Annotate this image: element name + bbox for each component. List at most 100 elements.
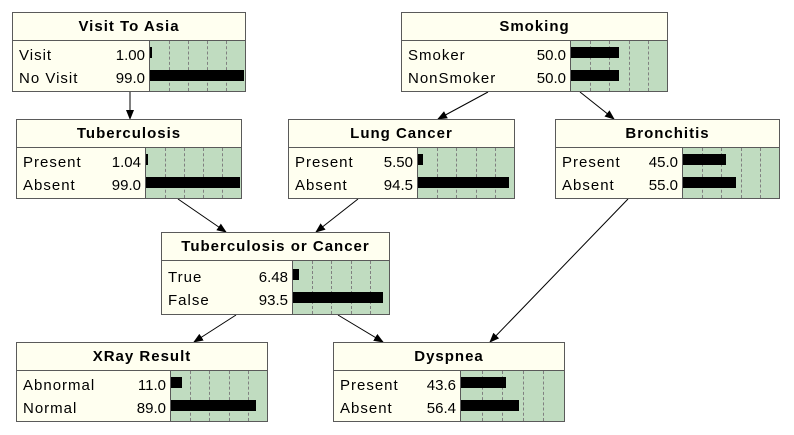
state-label: Absent xyxy=(562,177,615,194)
bar-gridline xyxy=(590,41,591,91)
bar-gridline xyxy=(495,148,496,198)
bar-gridline xyxy=(523,371,524,421)
probability-bar xyxy=(293,292,383,303)
state-value: 1.00 xyxy=(115,47,145,64)
state-row-absent[interactable]: Absent 56.4 xyxy=(334,397,564,420)
bar-gridline xyxy=(370,261,371,314)
probability-bar-area xyxy=(570,41,667,91)
state-value: 5.50 xyxy=(383,154,413,171)
probability-bar xyxy=(293,269,299,280)
node-smoking[interactable]: Smoking Smoker 50.0 NonSmoker 50.0 xyxy=(401,12,668,92)
node-title: Bronchitis xyxy=(556,120,779,148)
edge-tb-or-cancer-to-dyspnea xyxy=(337,314,384,343)
bar-gridline xyxy=(456,148,457,198)
state-row-present[interactable]: Present 43.6 xyxy=(334,374,564,397)
probability-bar xyxy=(171,400,256,411)
probability-bar xyxy=(171,377,182,388)
state-label: True xyxy=(168,269,203,286)
node-title: Visit To Asia xyxy=(13,13,245,41)
state-value: 55.0 xyxy=(648,177,678,194)
bar-gridline xyxy=(165,148,166,198)
probability-bar-area xyxy=(682,148,779,198)
bar-gridline xyxy=(207,41,208,91)
state-label: No Visit xyxy=(19,70,79,87)
state-row-present[interactable]: Present 45.0 xyxy=(556,151,779,174)
node-title: Tuberculosis or Cancer xyxy=(162,233,389,261)
bar-gridline xyxy=(203,148,204,198)
probability-bar xyxy=(418,177,509,188)
state-label: Present xyxy=(23,154,82,171)
state-row-visit[interactable]: Visit 1.00 xyxy=(13,44,245,67)
state-row-present[interactable]: Present 1.04 xyxy=(17,151,241,174)
node-title: Tuberculosis xyxy=(17,120,241,148)
probability-bar xyxy=(683,177,736,188)
node-visit-to-asia[interactable]: Visit To Asia Visit 1.00 No Visit 99.0 xyxy=(12,12,246,92)
state-value: 45.0 xyxy=(648,154,678,171)
bar-gridline xyxy=(629,41,630,91)
state-row-true[interactable]: True 6.48 xyxy=(162,266,389,289)
state-label: Present xyxy=(295,154,354,171)
node-tuberculosis[interactable]: Tuberculosis Present 1.04 Absent 99.0 xyxy=(16,119,242,199)
state-value: 93.5 xyxy=(258,292,288,309)
probability-bar-area xyxy=(149,41,245,91)
state-value: 50.0 xyxy=(536,70,566,87)
state-row-absent[interactable]: Absent 99.0 xyxy=(17,174,241,197)
state-value: 50.0 xyxy=(536,47,566,64)
state-row-absent[interactable]: Absent 94.5 xyxy=(289,174,514,197)
edge-bronchitis-to-dyspnea xyxy=(489,198,629,343)
state-row-abnormal[interactable]: Abnormal 11.0 xyxy=(17,374,267,397)
bar-gridline xyxy=(190,371,191,421)
state-row-normal[interactable]: Normal 89.0 xyxy=(17,397,267,420)
state-value: 99.0 xyxy=(111,177,141,194)
state-label: Visit xyxy=(19,47,53,64)
node-bronchitis[interactable]: Bronchitis Present 45.0 Absent 55.0 xyxy=(555,119,780,199)
state-label: Abnormal xyxy=(23,377,96,394)
state-value: 56.4 xyxy=(426,400,456,417)
node-dyspnea[interactable]: Dyspnea Present 43.6 Absent 56.4 xyxy=(333,342,565,422)
state-value: 94.5 xyxy=(383,177,413,194)
bar-gridline xyxy=(229,371,230,421)
node-tuberculosis-or-cancer[interactable]: Tuberculosis or Cancer True 6.48 False 9… xyxy=(161,232,390,315)
bar-gridline xyxy=(169,41,170,91)
bar-gridline xyxy=(476,148,477,198)
state-row-present[interactable]: Present 5.50 xyxy=(289,151,514,174)
probability-bar-area xyxy=(145,148,241,198)
state-row-no-visit[interactable]: No Visit 99.0 xyxy=(13,67,245,90)
state-value: 6.48 xyxy=(258,269,288,286)
state-label: Normal xyxy=(23,400,78,417)
probability-bar xyxy=(571,47,619,58)
node-title: Dyspnea xyxy=(334,343,564,371)
bar-gridline xyxy=(331,261,332,314)
edge-smoking-to-lung-cancer xyxy=(437,91,489,120)
state-label: Present xyxy=(562,154,621,171)
bar-gridline xyxy=(609,41,610,91)
bar-gridline xyxy=(248,371,249,421)
bar-gridline xyxy=(543,371,544,421)
probability-bar xyxy=(683,154,726,165)
node-lung-cancer[interactable]: Lung Cancer Present 5.50 Absent 94.5 xyxy=(288,119,515,199)
state-row-false[interactable]: False 93.5 xyxy=(162,289,389,312)
bar-gridline xyxy=(222,148,223,198)
state-label: False xyxy=(168,292,210,309)
node-xray-result[interactable]: XRay Result Abnormal 11.0 Normal 89.0 xyxy=(16,342,268,422)
bar-gridline xyxy=(482,371,483,421)
edge-smoking-to-bronchitis xyxy=(579,91,615,120)
probability-bar-area xyxy=(417,148,514,198)
probability-bar-area xyxy=(170,371,267,421)
probability-bar xyxy=(571,70,619,81)
probability-bar xyxy=(146,154,148,165)
probability-bar xyxy=(146,177,240,188)
edge-tuberculosis-to-tb-or-cancer xyxy=(177,198,227,233)
state-row-absent[interactable]: Absent 55.0 xyxy=(556,174,779,197)
state-label: Absent xyxy=(23,177,76,194)
state-value: 11.0 xyxy=(137,377,166,394)
bar-gridline xyxy=(760,148,761,198)
state-row-nonsmoker[interactable]: NonSmoker 50.0 xyxy=(402,67,667,90)
probability-bar xyxy=(461,400,519,411)
edge-lung-cancer-to-tb-or-cancer xyxy=(315,198,359,233)
node-title: Lung Cancer xyxy=(289,120,514,148)
bar-gridline xyxy=(721,148,722,198)
state-row-smoker[interactable]: Smoker 50.0 xyxy=(402,44,667,67)
state-label: NonSmoker xyxy=(408,70,497,87)
